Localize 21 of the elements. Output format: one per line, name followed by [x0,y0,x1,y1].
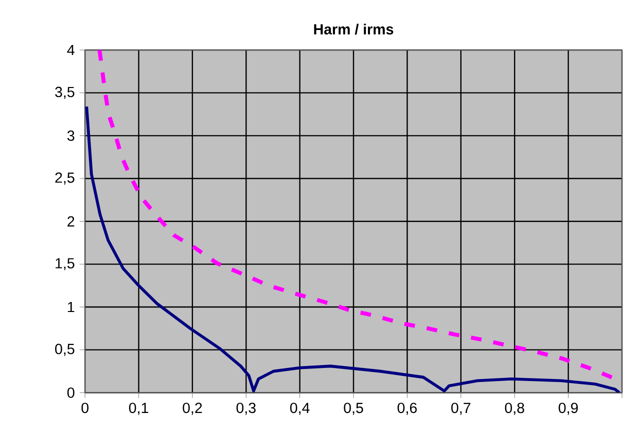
x-tick-label: 0,9 [558,402,578,415]
y-tick-label: 1,5 [56,258,74,270]
y-tick-label: 3,5 [55,86,74,99]
x-tick-label: 0,7 [451,402,470,415]
x-tick-label: 0,8 [504,402,524,415]
x-tick-label: 0,4 [290,402,310,415]
line-series [85,105,621,393]
y-tick-label: 3 [67,130,74,141]
x-tick-label: 0,3 [236,402,256,415]
y-tick-label: 2 [68,216,74,226]
x-tick-label: 0,5 [344,402,364,415]
x-tick-label: 0,1 [129,402,148,415]
y-tick-label: 1 [68,302,74,312]
x-tick-label: 0 [81,402,88,414]
x-tick-label: 0,2 [182,402,202,415]
y-tick-label: 2,5 [55,172,74,185]
chart-title: Harm / irms [314,24,394,35]
x-tick-label: 0,6 [398,402,417,415]
y-tick-label: 0 [67,387,74,398]
y-tick-label: 0,5 [55,344,74,356]
y-tick-label: 4 [67,44,75,56]
